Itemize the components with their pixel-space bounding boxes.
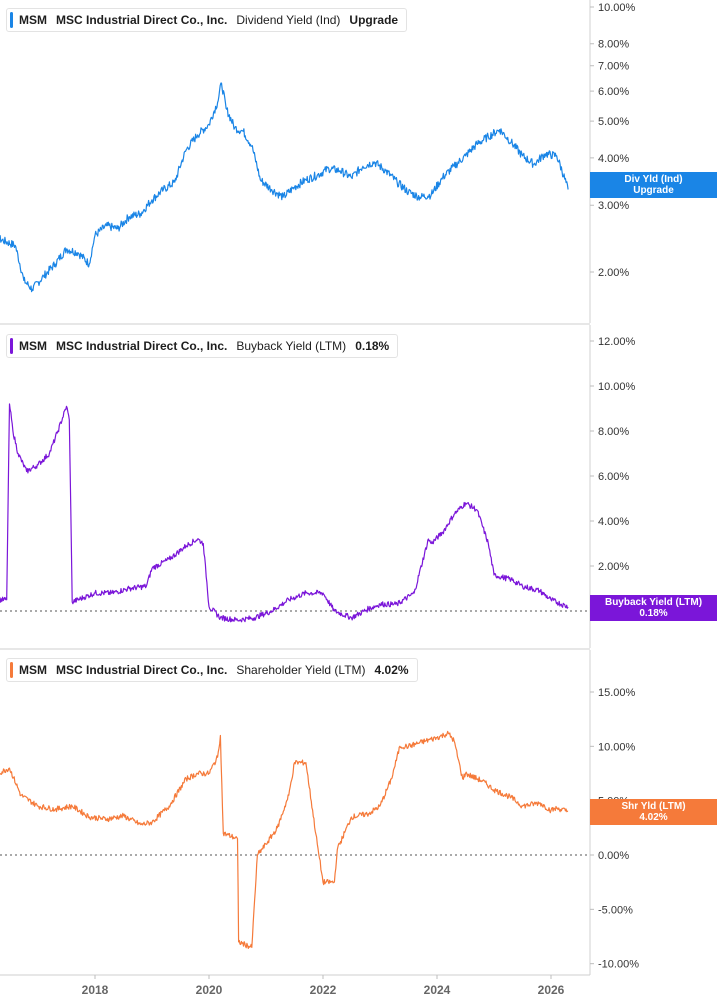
x-tick-label: 2026 [538,983,565,997]
y-tick-label: 10.00% [598,2,636,14]
flag-value: 0.18% [639,608,668,619]
panel-shareholder: -10.00%-5.00%0.00%5.00%10.00%15.00% [0,648,639,975]
legend-color-swatch [10,12,13,28]
y-tick-label: -10.00% [598,959,639,971]
y-tick-label: 10.00% [598,741,636,753]
x-tick-label: 2020 [196,983,223,997]
y-tick-label: 15.00% [598,687,636,699]
flag-label: Shr Yld (LTM) [621,801,686,812]
flag-label: Buyback Yield (LTM) [604,597,703,608]
flag-value: 4.02% [639,812,668,823]
dividend-value-flag: Div Yld (Ind) Upgrade [590,172,717,198]
buyback-legend: MSM MSC Industrial Direct Co., Inc. Buybac… [6,334,399,358]
y-tick-label: 8.00% [598,426,629,438]
panel-dividend: 2.00% 3.00% 4.00% 5.00% 6.00% 7.00% 8.00% 10.00… [0,0,636,323]
legend-company: MSC Industrial Direct Co., Inc. [56,663,228,677]
shareholder-legend: MSM MSC Industrial Direct Co., Inc. Shareh… [6,658,418,682]
y-tick-label: 3.00% [598,200,629,212]
shareholder-series-line [0,730,569,949]
y-tick-label: 12.00% [598,336,636,348]
flag-value: Upgrade [633,185,674,196]
y-tick-label: 6.00% [598,86,629,98]
legend-ticker: MSM [19,339,47,353]
dividend-legend: MSM MSC Industrial Direct Co., Inc. Divide… [6,8,408,32]
y-tick-label: 10.00% [598,381,636,393]
legend-value: Upgrade [349,13,399,27]
y-tick-label: 0.00% [598,850,629,862]
legend-value: 0.18% [355,339,390,353]
y-tick-label: -5.00% [598,904,633,916]
y-tick-label: 4.00% [598,153,629,165]
legend-metric: Buyback Yield (LTM) [236,339,347,353]
legend-company: MSC Industrial Direct Co., Inc. [56,339,228,353]
y-tick-label: 8.00% [598,39,629,51]
legend-color-swatch [10,662,13,678]
dividend-series-line [0,82,569,293]
panel-buyback: 2.00% 4.00% 6.00% 8.00% 10.00% 12.00% [0,323,636,648]
buyback-series-line [0,403,569,623]
chart-panels: 2.00% 3.00% 4.00% 5.00% 6.00% 7.00% 8.00% 10.00… [0,0,639,975]
x-tick-label: 2024 [424,983,451,997]
x-tick-label: 2022 [310,983,337,997]
x-axis: 2018 2020 2022 2024 2026 [0,974,590,997]
y-tick-label: 7.00% [598,61,629,73]
flag-label: Div Yld (Ind) [624,174,683,185]
legend-company: MSC Industrial Direct Co., Inc. [56,13,228,27]
x-tick-label: 2018 [82,983,109,997]
legend-value: 4.02% [374,663,409,677]
y-tick-label: 2.00% [598,561,629,573]
legend-metric: Shareholder Yield (LTM) [236,663,366,677]
shareholder-value-flag: Shr Yld (LTM) 4.02% [590,799,717,825]
y-tick-label: 4.00% [598,516,629,528]
y-tick-label: 5.00% [598,116,629,128]
y-tick-label: 6.00% [598,471,629,483]
y-tick-label: 2.00% [598,267,629,279]
legend-color-swatch [10,338,13,354]
legend-ticker: MSM [19,13,47,27]
legend-ticker: MSM [19,663,47,677]
legend-metric: Dividend Yield (Ind) [236,13,341,27]
buyback-value-flag: Buyback Yield (LTM) 0.18% [590,595,717,621]
